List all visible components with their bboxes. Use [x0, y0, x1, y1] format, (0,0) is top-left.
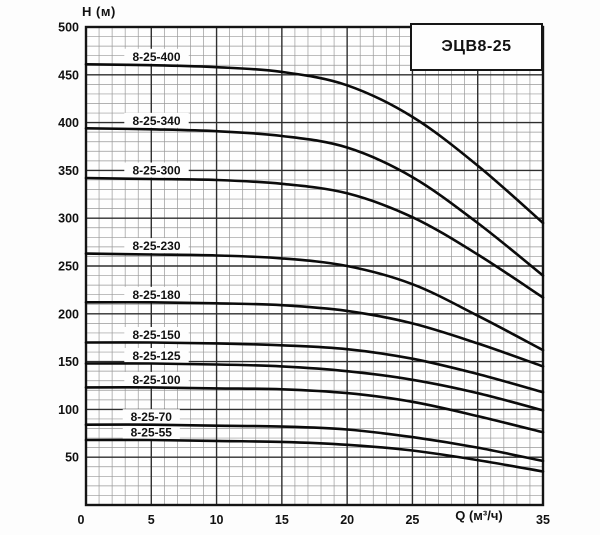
curve-8-25-150	[84, 341, 545, 394]
curve-label-halo	[122, 409, 180, 425]
y-tick-400: 400	[58, 116, 79, 130]
curve-label-halo	[124, 348, 189, 364]
curve-label-8-25-180: 8-25-180	[132, 288, 180, 302]
x-tick-0: 0	[78, 513, 85, 527]
curve-8-25-55	[84, 438, 545, 473]
curve-8-25-180	[84, 300, 545, 368]
curve-8-25-70	[84, 423, 545, 463]
curve-label-8-25-340: 8-25-340	[132, 114, 180, 128]
curve-label-halo	[124, 162, 189, 178]
y-tick-50: 50	[65, 451, 79, 465]
curve-label-8-25-300: 8-25-300	[132, 164, 180, 178]
y-tick-200: 200	[58, 307, 79, 321]
curve-8-25-125	[84, 362, 545, 412]
curve-label-halo	[124, 286, 189, 302]
x-tick-20: 20	[340, 513, 354, 527]
x-tick-35: 35	[536, 513, 550, 527]
curve-8-25-400	[84, 63, 545, 225]
y-tick-100: 100	[58, 403, 79, 417]
curve-8-25-230	[84, 252, 545, 352]
curve-8-25-300	[84, 176, 545, 299]
y-tick-300: 300	[58, 212, 79, 226]
curve-label-8-25-70: 8-25-70	[131, 410, 173, 424]
curve-label-8-25-230: 8-25-230	[132, 239, 180, 253]
curve-label-halo	[124, 48, 189, 64]
curve-label-8-25-400: 8-25-400	[132, 50, 180, 64]
x-tick-10: 10	[210, 513, 224, 527]
plot-frame	[84, 25, 545, 507]
y-axis-title: Н (м)	[82, 4, 116, 19]
curve-label-halo	[124, 371, 189, 387]
series-title-text: ЭЦВ8-25	[441, 38, 512, 55]
y-tick-150: 150	[58, 355, 79, 369]
y-tick-500: 500	[58, 21, 79, 35]
curve-label-halo	[124, 326, 189, 342]
curve-label-halo	[122, 424, 180, 440]
series-title-box: ЭЦВ8-25	[410, 23, 543, 71]
x-tick-25: 25	[405, 513, 419, 527]
curve-label-8-25-150: 8-25-150	[132, 328, 180, 342]
x-tick-5: 5	[148, 513, 155, 527]
curve-label-halo	[124, 112, 189, 128]
curve-8-25-100	[84, 386, 545, 434]
curve-label-halo	[124, 238, 189, 254]
x-axis-title: Q (м³/ч)	[455, 508, 503, 523]
x-tick-15: 15	[275, 513, 289, 527]
y-tick-250: 250	[58, 260, 79, 274]
curve-label-8-25-55: 8-25-55	[131, 425, 173, 439]
curve-label-8-25-125: 8-25-125	[132, 349, 180, 363]
y-tick-450: 450	[58, 68, 79, 82]
curve-label-8-25-100: 8-25-100	[132, 373, 180, 387]
y-tick-350: 350	[58, 164, 79, 178]
curve-8-25-340	[84, 127, 545, 277]
